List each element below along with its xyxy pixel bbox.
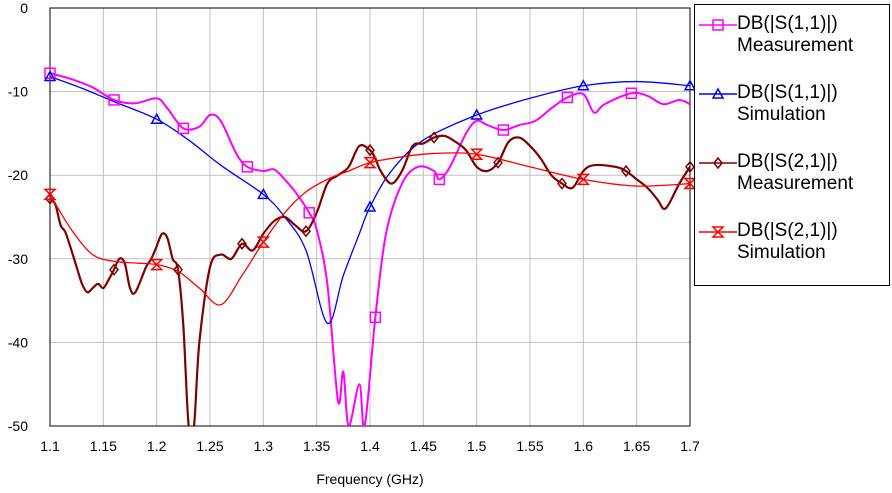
data-point-marker [685, 160, 695, 174]
legend-swatch [699, 19, 737, 31]
legend: DB(|S(1,1)|) Measurement DB(|S(1,1)|) Sim… [694, 4, 890, 286]
data-point-marker [301, 225, 311, 238]
x-tick-label: 1.4 [360, 438, 380, 454]
x-axis-title: Frequency (GHz) [316, 471, 423, 487]
data-point-marker [363, 200, 377, 212]
x-tick-label: 1.45 [410, 438, 437, 454]
data-point-marker [363, 156, 377, 169]
legend-swatch [699, 226, 737, 238]
x-tick-label: 1.7 [680, 438, 700, 454]
data-point-marker [44, 67, 56, 79]
plot-border [49, 7, 691, 427]
data-point-marker [625, 87, 638, 100]
x-tick-label: 1.25 [196, 438, 223, 454]
data-point-marker [256, 236, 271, 248]
data-point-marker [429, 131, 439, 144]
x-tick-label: 1.1 [40, 438, 60, 454]
y-tick-label: -30 [8, 251, 28, 267]
legend-marker [712, 19, 724, 31]
data-point-marker [150, 112, 163, 124]
x-tick-label: 1.5 [467, 438, 487, 454]
data-point-marker [43, 188, 57, 201]
legend-item-4: DB(|S(2,1)|) Simulation [695, 218, 891, 282]
x-tick-label: 1.55 [516, 438, 543, 454]
legend-swatch [699, 87, 737, 99]
x-tick-label: 1.65 [623, 438, 650, 454]
data-point-marker [365, 143, 375, 157]
data-point-marker [493, 156, 503, 169]
legend-item-1: DB(|S(1,1)|) Measurement [695, 11, 891, 75]
y-tick-label: -50 [8, 418, 28, 434]
tick-labels: 1.1 1.15 1.2 1.25 1.3 1.35 1.4 1.45 1.5 1.55 1.6 1.… [8, 0, 700, 454]
data-point-marker [621, 164, 631, 178]
data-point-marker [557, 177, 567, 190]
data-point-marker [561, 91, 574, 104]
x-tick-label: 1.6 [574, 438, 594, 454]
y-tick-label: -40 [8, 334, 28, 350]
data-point-marker [369, 311, 382, 324]
x-tick-label: 1.3 [254, 438, 274, 454]
data-point-marker [237, 237, 247, 250]
data-point-marker [257, 187, 270, 200]
data-point-marker [497, 124, 510, 136]
data-point-marker [241, 161, 254, 173]
data-point-marker [470, 108, 483, 120]
data-point-marker [577, 79, 590, 91]
data-point-marker [683, 177, 697, 190]
data-point-marker [149, 258, 164, 271]
data-point-marker [109, 263, 119, 276]
legend-label: DB(|S(1,1)|) Measurement [737, 13, 854, 56]
grid [49, 7, 691, 427]
data-point-marker [177, 122, 190, 135]
y-tick-label: 0 [20, 0, 28, 16]
data-point-marker [683, 79, 697, 91]
legend-label: DB(|S(1,1)|) Simulation [737, 82, 838, 125]
series-line-4 [50, 152, 690, 306]
y-tick-label: -20 [8, 167, 28, 183]
data-point-marker [43, 70, 57, 82]
data-point-marker [576, 173, 591, 186]
data-point-marker [433, 173, 446, 186]
legend-label: DB(|S(2,1)|) Simulation [737, 220, 838, 263]
legend-label: DB(|S(2,1)|) Measurement [737, 151, 854, 194]
legend-swatch [699, 156, 737, 170]
data-point-marker [173, 263, 183, 276]
data-point-marker [108, 94, 120, 106]
legend-item-2: DB(|S(1,1)|) Simulation [695, 80, 891, 144]
data-point-marker [469, 148, 484, 161]
x-tick-label: 1.15 [90, 438, 117, 454]
legend-marker [711, 226, 725, 238]
x-tick-label: 1.2 [147, 438, 167, 454]
legend-item-3: DB(|S(2,1)|) Measurement [695, 149, 891, 213]
x-tick-label: 1.35 [303, 438, 330, 454]
series-line-1 [50, 72, 690, 426]
y-tick-label: -10 [8, 84, 28, 100]
legend-marker [713, 156, 723, 170]
data-point-marker [303, 207, 315, 219]
legend-marker [711, 87, 725, 99]
